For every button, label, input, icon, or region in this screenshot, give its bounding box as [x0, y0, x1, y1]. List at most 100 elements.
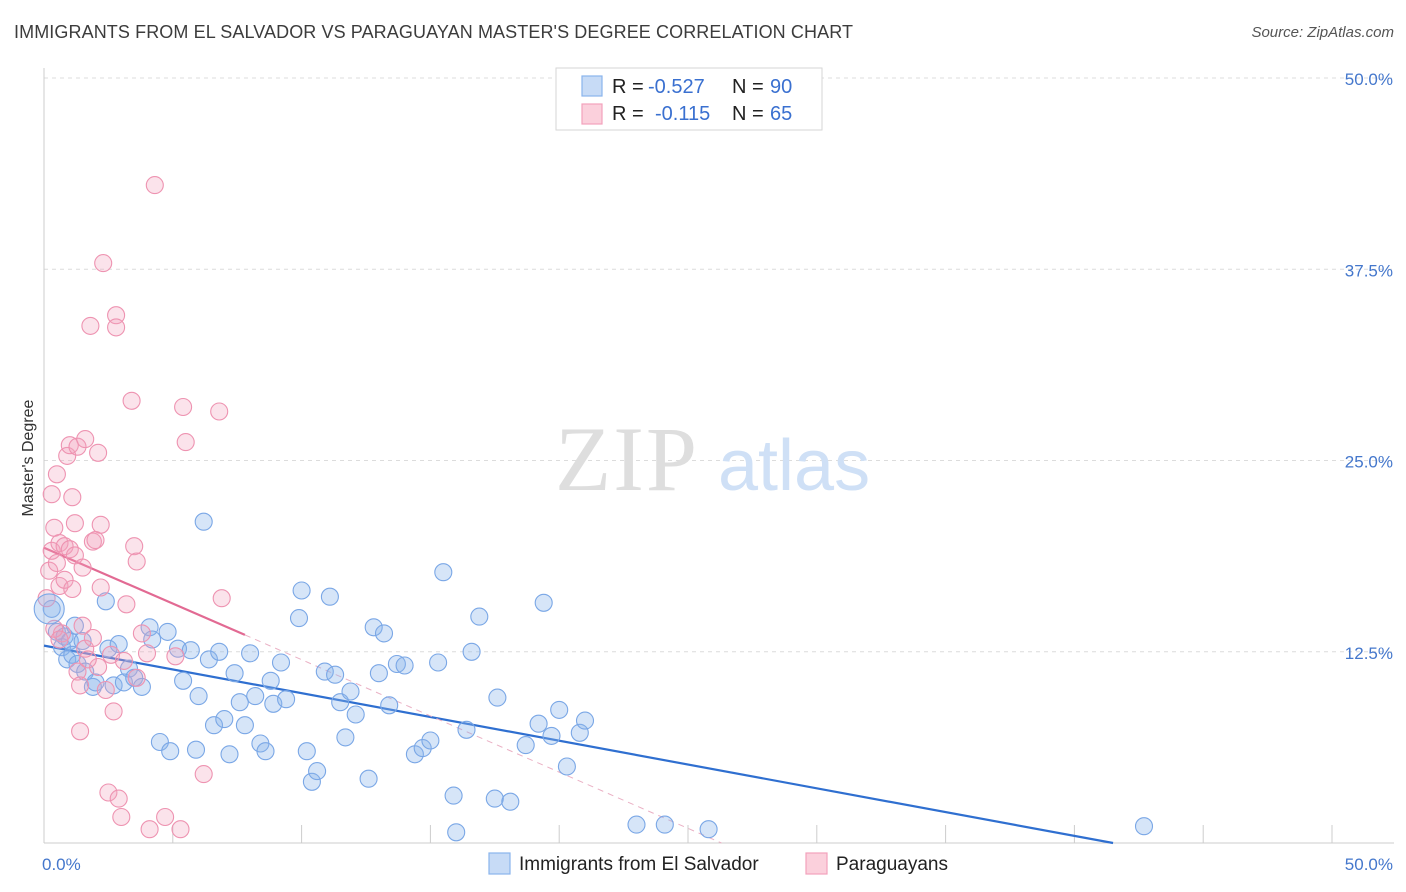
el-salvador-point-38 [230, 693, 249, 712]
paraguayan-trend-extension [244, 634, 722, 844]
paraguayan-point-40 [109, 789, 128, 808]
paraguayan-trend-line [43, 546, 246, 636]
paraguayan-point-12 [58, 446, 77, 465]
legend-n-label-1: N = [732, 76, 764, 98]
data-points [33, 176, 1154, 842]
chart-title: IMMIGRANTS FROM EL SALVADOR VS PARAGUAYA… [14, 22, 854, 42]
paraguayan-point-63 [50, 630, 69, 649]
el-salvador-point-72 [444, 786, 463, 805]
el-salvador-point-39 [235, 716, 254, 735]
paraguayan-point-59 [212, 589, 231, 608]
paraguayan-point-44 [122, 391, 141, 410]
el-salvador-point-66 [395, 656, 414, 675]
paraguayan-point-39 [107, 318, 126, 337]
el-salvador-point-91 [1134, 817, 1154, 836]
el-salvador-point-31 [194, 512, 213, 531]
el-salvador-point-62 [369, 664, 388, 683]
el-salvador-point-30 [189, 687, 208, 706]
series-legend: Immigrants from El Salvador Paraguayans [488, 852, 948, 875]
paraguayan-point-26 [81, 316, 100, 335]
paraguayan-point-32 [91, 578, 110, 597]
paraguayan-point-45 [125, 537, 144, 556]
paraguayan-point-53 [166, 647, 185, 666]
legend-swatch-pink [581, 103, 603, 125]
el-salvador-point-85 [557, 757, 576, 776]
paraguayan-point-33 [94, 254, 113, 273]
paraguayan-point-6 [47, 465, 66, 484]
paraguayan-point-57 [194, 765, 213, 784]
el-salvador-point-43 [256, 742, 275, 761]
el-salvador-point-57 [336, 728, 355, 747]
paraguayan-point-24 [76, 430, 95, 449]
paraguayan-point-18 [68, 437, 87, 456]
legend-n-value-1: 90 [770, 76, 792, 98]
el-salvador-point-48 [289, 609, 309, 628]
paraguayan-point-11 [55, 570, 74, 589]
el-salvador-point-8 [68, 654, 87, 674]
paraguayan-point-4 [45, 518, 64, 537]
paraguayan-point-49 [137, 644, 157, 663]
axes [43, 68, 1394, 844]
el-salvador-point-25 [161, 742, 180, 761]
legend-r-value-2: -0.115 [655, 103, 710, 125]
el-salvador-point-90 [699, 820, 718, 839]
el-salvador-point-53 [315, 662, 334, 681]
el-salvador-point-32 [199, 650, 218, 669]
el-salvador-point-78 [485, 789, 504, 808]
el-salvador-point-24 [158, 622, 177, 641]
paraguayan-point-28 [83, 628, 102, 648]
el-salvador-trend-line [43, 644, 1114, 845]
el-salvador-point-58 [341, 682, 360, 701]
paraguayan-point-17 [65, 514, 84, 533]
paraguayan-point-13 [60, 436, 79, 455]
legend-swatch-blue [581, 75, 603, 97]
el-salvador-point-88 [627, 815, 646, 834]
paraguayan-point-46 [127, 552, 146, 571]
el-salvador-point-36 [220, 745, 239, 764]
el-salvador-point-83 [542, 726, 561, 745]
el-salvador-point-77 [488, 688, 507, 707]
el-salvador-point-80 [516, 736, 535, 755]
el-salvador-point-64 [380, 696, 399, 715]
el-salvador-point-75 [462, 642, 481, 661]
y-tick-label-2: 37.5% [1345, 261, 1393, 280]
el-salvador-point-82 [534, 593, 553, 612]
paraguayan-point-41 [112, 807, 131, 827]
watermark-atlas: atlas [718, 426, 870, 506]
y-tick-label-3: 50.0% [1345, 70, 1393, 89]
legend-r-label-2: R = [612, 103, 644, 125]
paraguayan-point-30 [89, 657, 108, 677]
el-salvador-point-69 [421, 731, 440, 750]
series-swatch-pink [805, 852, 828, 875]
paraguayan-point-7 [50, 534, 69, 553]
paraguayan-point-54 [171, 820, 190, 839]
y-tick-label-0: 12.5% [1345, 644, 1393, 663]
grid-lines [44, 77, 1394, 653]
paraguayan-point-15 [63, 488, 82, 507]
el-salvador-point-20 [132, 677, 151, 696]
y-tick-label-1: 25.0% [1345, 453, 1393, 472]
el-salvador-point-84 [550, 700, 569, 719]
el-salvador-point-73 [447, 823, 466, 842]
el-salvador-point-27 [174, 671, 193, 690]
paraguayan-point-58 [210, 402, 229, 421]
el-salvador-point-0 [42, 599, 61, 618]
legend-r-label-1: R = [612, 76, 644, 98]
el-salvador-point-52 [308, 762, 327, 781]
el-salvador-point-50 [297, 742, 316, 761]
legend-n-label-2: N = [732, 103, 764, 125]
series-label-el-salvador: Immigrants from El Salvador [519, 854, 759, 875]
el-salvador-point-87 [575, 711, 595, 730]
paraguayan-point-61 [78, 650, 97, 669]
el-salvador-point-35 [215, 710, 234, 729]
el-salvador-point-41 [246, 687, 265, 706]
el-salvador-point-12 [86, 673, 105, 692]
paraguayan-point-55 [174, 397, 193, 417]
el-salvador-point-89 [655, 815, 674, 834]
paraguayan-point-52 [156, 807, 175, 827]
source-label: Source: ZipAtlas.com [1251, 24, 1394, 41]
series-swatch-blue [488, 852, 511, 875]
x-tick-label-1: 50.0% [1345, 855, 1393, 874]
paraguayan-point-5 [47, 553, 66, 573]
